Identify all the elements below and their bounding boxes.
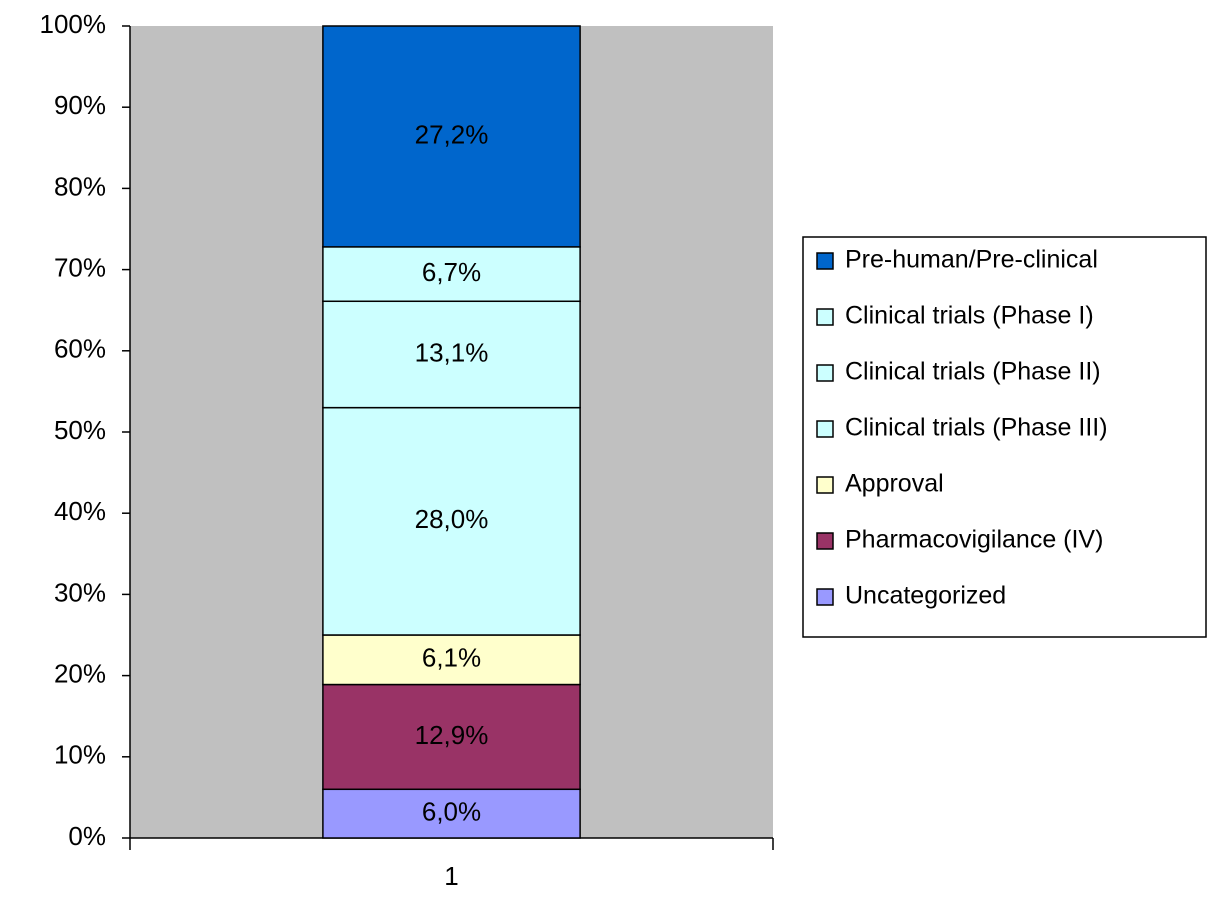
value-label: 6,0%: [422, 797, 481, 827]
legend-label: Approval: [845, 470, 944, 498]
legend-swatch: [816, 364, 834, 382]
legend: Pre-human/Pre-clinical Clinical trials (P…: [802, 236, 1207, 638]
y-tick-label: 30%: [54, 577, 106, 607]
y-tick-label: 100%: [40, 9, 107, 39]
legend-label: Pre-human/Pre-clinical: [845, 246, 1098, 274]
y-tick-label: 10%: [54, 740, 106, 770]
value-label: 6,1%: [422, 643, 481, 673]
bar-segment: [322, 300, 581, 409]
legend-label: Clinical trials (Phase II): [845, 358, 1101, 386]
legend-label: Clinical trials (Phase I): [845, 302, 1094, 330]
value-label: 27,2%: [415, 119, 489, 149]
value-label: 6,7%: [422, 257, 481, 287]
legend-swatch: [816, 532, 834, 550]
value-label: 28,0%: [415, 504, 489, 534]
legend-swatch: [816, 252, 834, 270]
value-label: 13,1%: [415, 337, 489, 367]
y-tick-label: 40%: [54, 496, 106, 526]
legend-swatch: [816, 308, 834, 326]
y-tick-label: 90%: [54, 90, 106, 120]
legend-label: Pharmacovigilance (IV): [845, 526, 1103, 554]
value-label: 12,9%: [415, 720, 489, 750]
legend-label: Uncategorized: [845, 582, 1006, 610]
bar-segment: [322, 246, 581, 303]
y-tick-label: 50%: [54, 415, 106, 445]
y-tick-label: 20%: [54, 658, 106, 688]
legend-swatch: [816, 476, 834, 494]
legend-swatch: [816, 588, 834, 606]
x-tick-label: 1: [444, 861, 458, 891]
legend-box: [802, 236, 1207, 638]
y-tick-label: 80%: [54, 171, 106, 201]
y-tick-label: 0%: [68, 821, 106, 851]
bar-segment: [322, 25, 581, 248]
legend-swatch: [816, 420, 834, 438]
legend-label: Clinical trials (Phase III): [845, 414, 1108, 442]
y-tick-label: 70%: [54, 252, 106, 282]
y-tick-label: 60%: [54, 334, 106, 364]
bar-segment: [322, 406, 581, 636]
